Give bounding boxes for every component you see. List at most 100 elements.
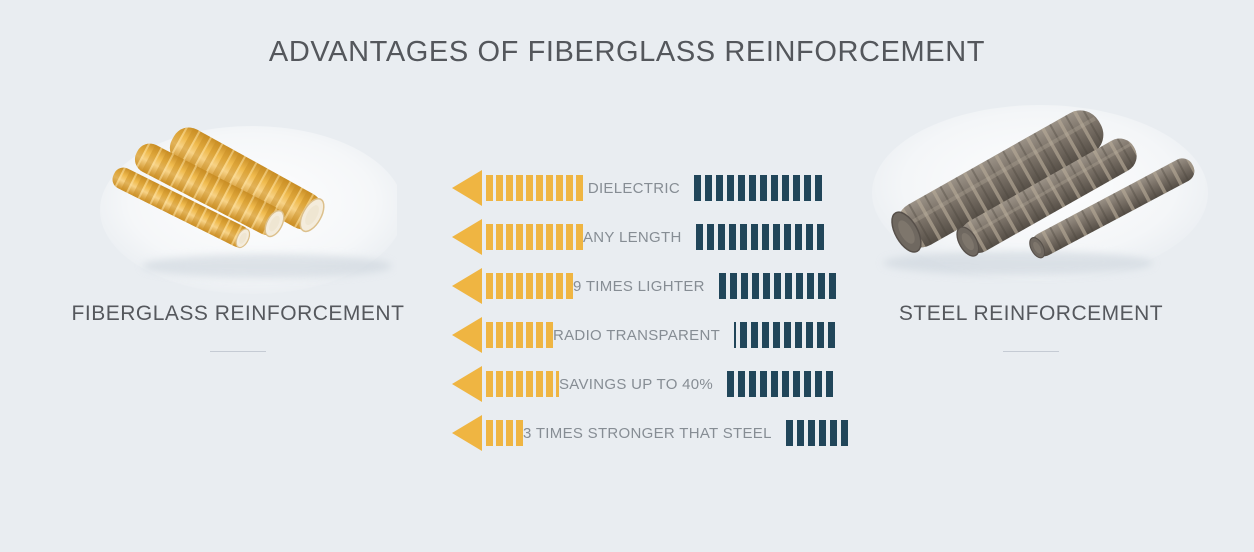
bar-segment [815, 175, 822, 201]
bar-segment [739, 224, 747, 250]
bar-segment [762, 273, 770, 299]
bar-segment [828, 273, 836, 299]
bar-segment [828, 322, 836, 348]
fiberglass-advantage-bar [452, 366, 559, 402]
bar-segment [740, 322, 748, 348]
bar-segment [556, 371, 559, 397]
bar-segment [829, 420, 837, 446]
bar-segment [773, 322, 781, 348]
bar-segment [749, 371, 757, 397]
bar-segment [729, 273, 737, 299]
bar-segment [728, 224, 736, 250]
bar-segment [794, 224, 802, 250]
bar-segment [546, 322, 553, 348]
row-right-group: RADIO TRANSPARENT [553, 322, 836, 348]
left-arrow-icon [452, 268, 482, 304]
bar-segment [516, 175, 523, 201]
bar-segment [556, 224, 563, 250]
bar-segment [556, 273, 563, 299]
bar-segment [536, 273, 543, 299]
fiberglass-caption: FIBERGLASS REINFORCEMENT [71, 302, 405, 325]
row-label: 9 TIMES LIGHTER [573, 277, 705, 295]
bar-segment [783, 224, 791, 250]
bar-segment [516, 273, 523, 299]
comparison-row: 3 TIMES STRONGER THAT STEEL [452, 415, 848, 451]
bar-segment [576, 224, 583, 250]
bar-segment [576, 175, 583, 201]
bar-segment [751, 322, 759, 348]
fiberglass-advantage-bar [452, 415, 523, 451]
steel-caption: STEEL REINFORCEMENT [898, 302, 1164, 325]
bar-segment [516, 224, 523, 250]
bar-segment [694, 175, 701, 201]
bar-segment [516, 420, 523, 446]
bar-segment [486, 371, 493, 397]
bar-segment [695, 224, 703, 250]
fiberglass-advantage-bar [452, 170, 583, 206]
bar-segment [486, 420, 493, 446]
bar-segment [716, 175, 723, 201]
steel-rebar-image [868, 98, 1218, 298]
steel-bar-segments [695, 224, 824, 250]
fiberglass-advantage-bar [452, 268, 573, 304]
left-arrow-icon [452, 415, 482, 451]
bar-segment [772, 224, 780, 250]
fiberglass-caption-divider [210, 351, 266, 352]
bar-segment [795, 322, 803, 348]
row-label: RADIO TRANSPARENT [553, 326, 721, 344]
bar-segment [546, 371, 553, 397]
bar-segment [818, 420, 826, 446]
steel-bar-segments [718, 273, 836, 299]
bar-segment [526, 371, 533, 397]
row-right-group: SAVINGS UP TO 40% [559, 371, 834, 397]
bar-segment [506, 175, 513, 201]
bar-segment [546, 224, 553, 250]
bar-segment [782, 371, 790, 397]
bar-segment [496, 224, 503, 250]
bar-segment [718, 273, 726, 299]
bar-segment [784, 273, 792, 299]
bar-segment [566, 224, 573, 250]
bar-segment [506, 420, 513, 446]
bar-segment [805, 224, 813, 250]
bar-segment [807, 420, 815, 446]
bar-segment [826, 371, 834, 397]
bar-segment [536, 175, 543, 201]
fiberglass-bar-segments [486, 322, 553, 348]
bar-segment [526, 322, 533, 348]
bar-segment [516, 322, 523, 348]
bar-segment [762, 322, 770, 348]
bar-segment [486, 273, 493, 299]
row-label: SAVINGS UP TO 40% [559, 375, 714, 393]
bar-segment [817, 273, 825, 299]
steel-rods-illustration [872, 105, 1208, 281]
comparison-rows: DIELECTRIC ANY LENGTH 9 TIMES LIGHTER RADIO… [452, 170, 848, 451]
bar-segment [506, 224, 513, 250]
row-right-group: 3 TIMES STRONGER THAT STEEL [523, 420, 848, 446]
bar-segment [804, 371, 812, 397]
row-label: DIELECTRIC [587, 179, 680, 197]
bar-segment [496, 420, 503, 446]
bar-segment [496, 175, 503, 201]
bar-segment [486, 322, 493, 348]
comparison-row: DIELECTRIC [452, 170, 822, 206]
left-arrow-icon [452, 170, 482, 206]
row-right-group: 9 TIMES LIGHTER [573, 273, 836, 299]
bar-segment [727, 175, 734, 201]
left-arrow-icon [452, 219, 482, 255]
bar-segment [785, 420, 793, 446]
fiberglass-rebar-image [92, 118, 397, 298]
bar-segment [506, 273, 513, 299]
fiberglass-bar-segments [486, 420, 523, 446]
bar-segment [749, 175, 756, 201]
bar-segment [506, 371, 513, 397]
row-label: ANY LENGTH [583, 228, 682, 246]
bar-segment [750, 224, 758, 250]
steel-bar-segments [694, 175, 822, 201]
fiberglass-bar-segments [486, 175, 583, 201]
bar-segment [496, 322, 503, 348]
row-right-group: ANY LENGTH [583, 224, 824, 250]
row-label: 3 TIMES STRONGER THAT STEEL [523, 424, 772, 442]
page-title: ADVANTAGES OF FIBERGLASS REINFORCEMENT [268, 36, 986, 68]
bar-segment [760, 371, 768, 397]
